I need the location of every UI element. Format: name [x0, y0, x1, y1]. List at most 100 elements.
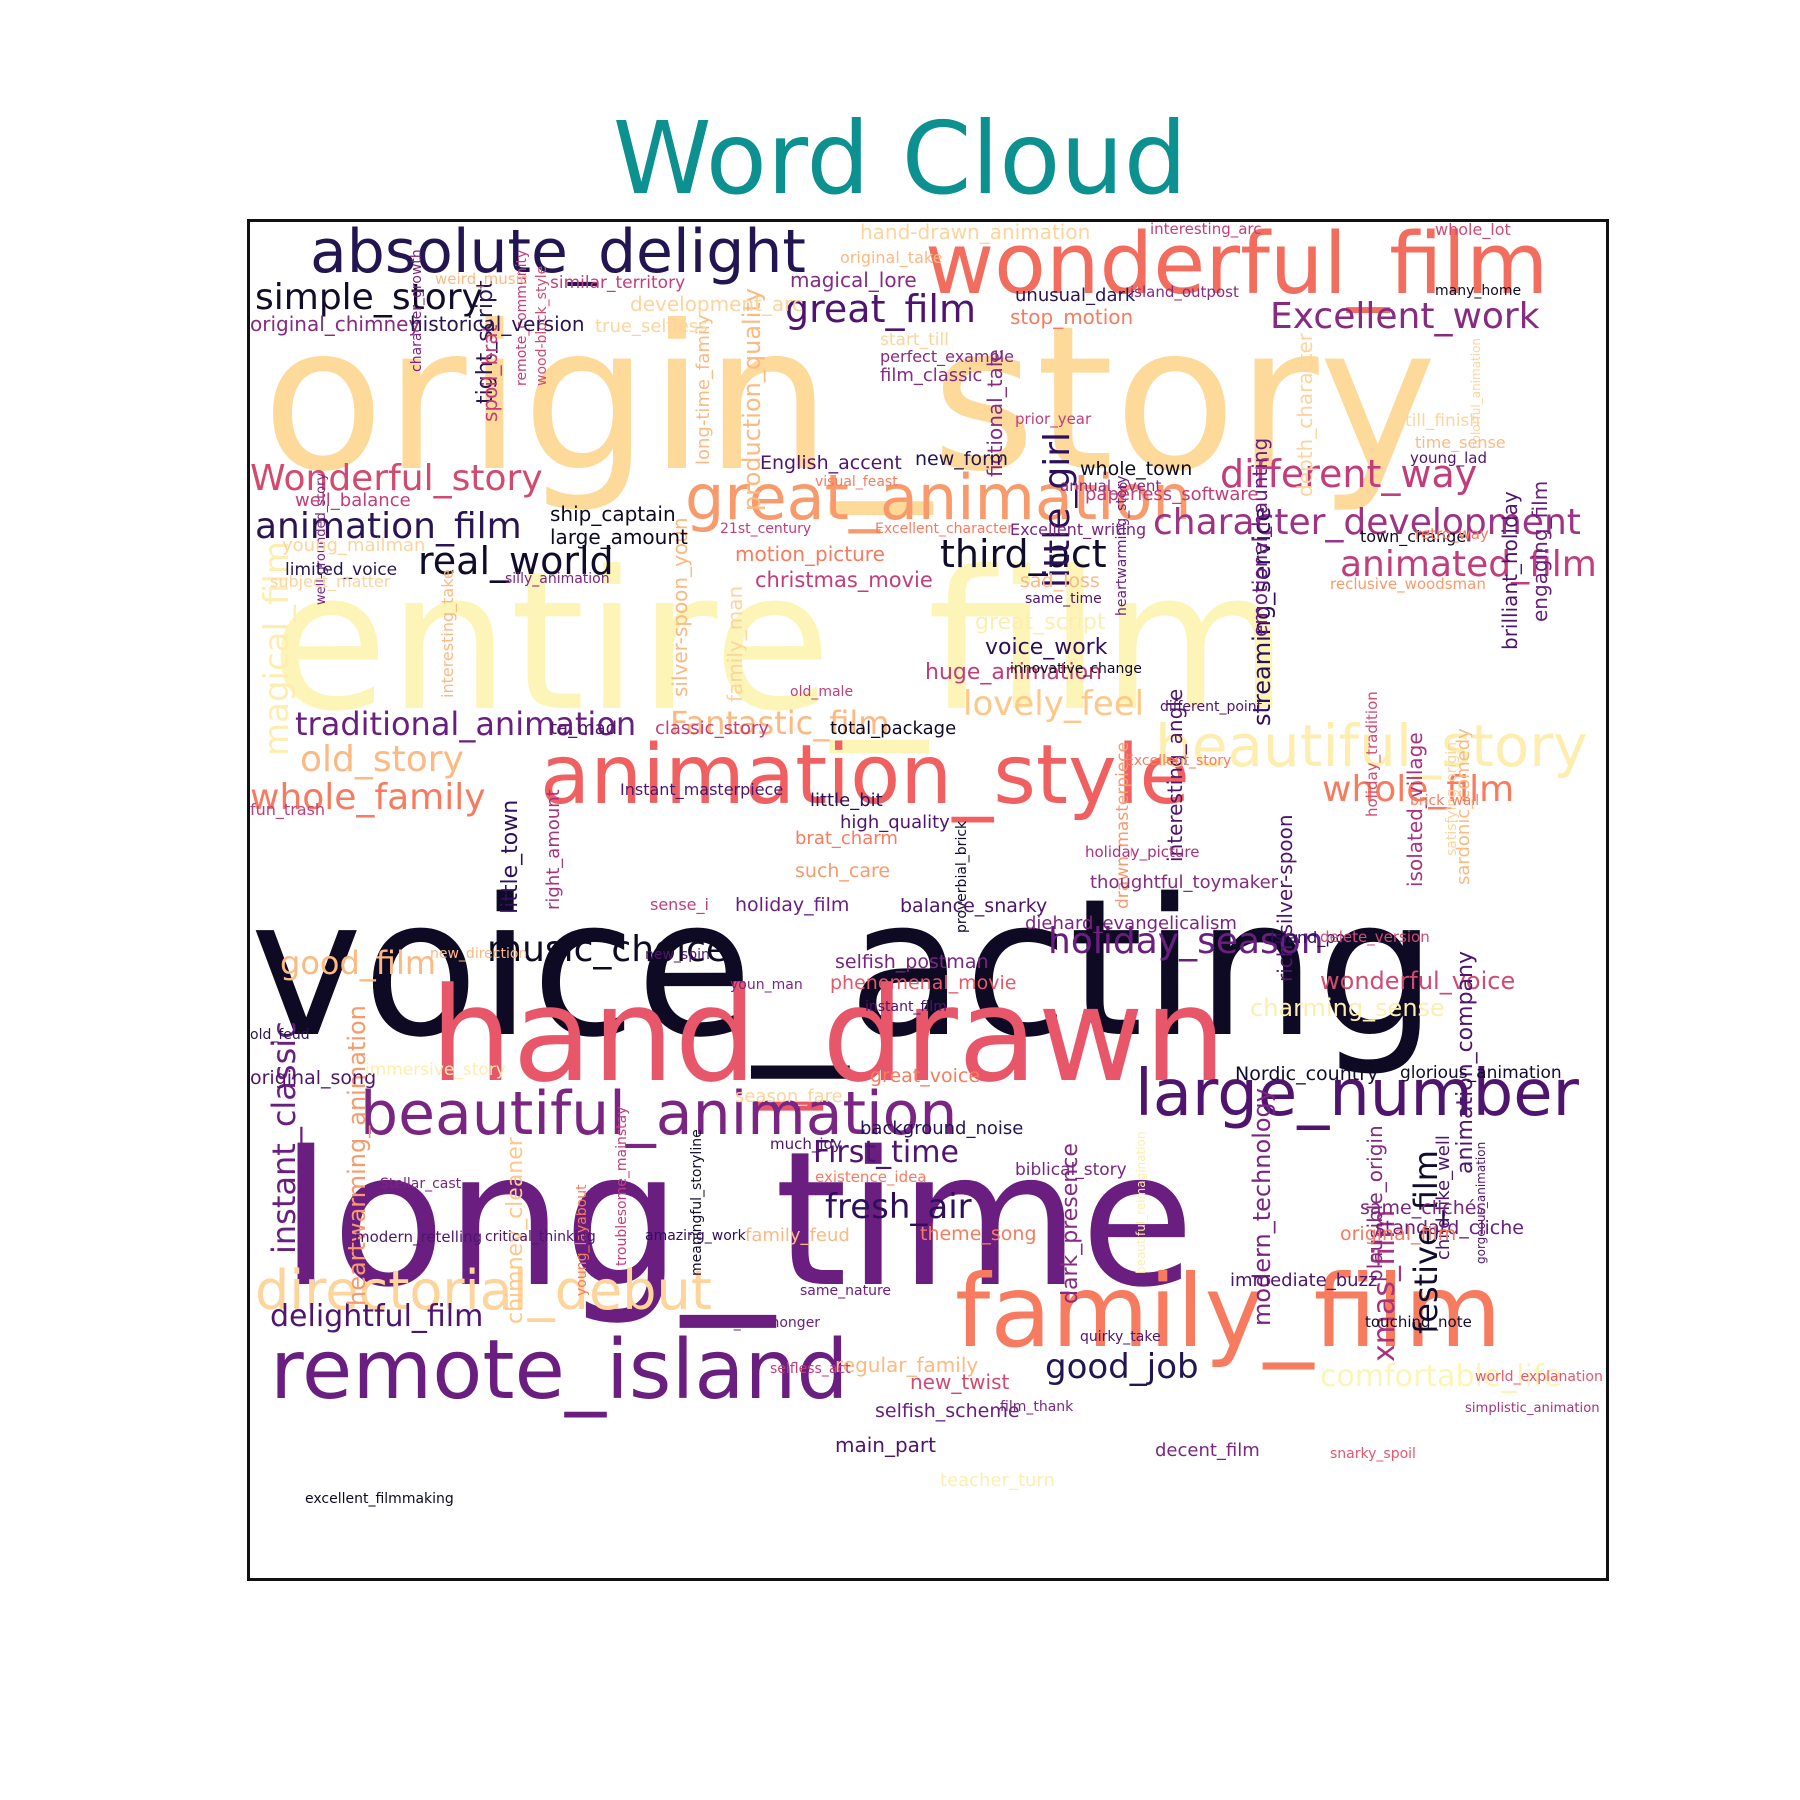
word-3: long_time	[280, 1111, 1195, 1328]
word-96: unusual_dark	[1015, 285, 1136, 306]
word-104: film_classic	[880, 365, 983, 386]
word-178: critical_thinking	[485, 1229, 596, 1245]
word-117: paperless_software	[1085, 484, 1259, 505]
word-121: town_change	[1360, 527, 1467, 546]
word-191: selfish_scheme	[875, 1400, 1020, 1422]
word-151: holiday_film	[735, 894, 850, 916]
word-120: Excellent_writing	[1010, 520, 1147, 539]
word-111: visual_feast	[815, 474, 898, 490]
word-73: holiday_tradition	[1363, 691, 1381, 817]
word-127: motion_picture	[735, 542, 885, 566]
word-68: interesting_take	[438, 569, 457, 698]
word-148: holiday_picture	[1085, 843, 1200, 861]
word-79: beautiful_reimagination	[1134, 1131, 1148, 1275]
word-102: start_till	[880, 330, 949, 350]
word-20: animated_film	[1340, 544, 1597, 585]
word-114: well_balance	[295, 490, 411, 511]
word-32: music_choice	[487, 929, 729, 970]
word-174: biblical_story	[1015, 1160, 1127, 1180]
word-74: troublesome_mainstay	[614, 1106, 630, 1266]
word-147: brat_charm	[795, 828, 898, 849]
word-7: animation_style	[540, 728, 1190, 823]
word-15: simple_story	[255, 277, 483, 318]
word-183: immediate_buzz	[1230, 1270, 1378, 1291]
word-189: selfless_act	[770, 1361, 851, 1377]
word-94: magical_lore	[790, 268, 917, 292]
word-137: different_point	[1160, 699, 1263, 715]
word-156: delete_version	[1320, 928, 1430, 946]
word-197: world_explanation	[1475, 1369, 1603, 1385]
word-6: wonderful_film	[925, 219, 1549, 313]
word-145: brick_wall	[1410, 793, 1480, 809]
word-140: total_package	[830, 718, 957, 739]
word-150: thoughtful_toymaker	[1090, 872, 1279, 893]
word-177: modern_retelling	[355, 1228, 483, 1246]
word-171: much_joy	[770, 1135, 842, 1153]
word-100: historical_version	[410, 312, 585, 336]
word-90: many_home	[1435, 283, 1522, 299]
word-89: whole_lot	[1435, 220, 1511, 239]
word-188: quirky_take	[1080, 1329, 1161, 1345]
word-142: fun_trash	[250, 800, 326, 819]
word-167: Nordic_country	[1235, 1063, 1379, 1085]
word-146: high_quality	[840, 812, 950, 833]
word-124: limited_voice	[285, 560, 398, 580]
word-80: character_growth	[409, 249, 425, 372]
word-179: amazing_work	[645, 1228, 746, 1244]
word-88: interesting_arc	[1150, 220, 1262, 238]
word-187: regular_family	[835, 1353, 979, 1377]
word-154: diehard_evangelicalism	[1025, 913, 1237, 934]
word-129: reclusive_woodsman	[1330, 575, 1486, 593]
word-23: third_act	[940, 532, 1107, 576]
word-116: large_amount	[550, 525, 688, 549]
word-153: balance_snarky	[900, 895, 1048, 917]
word-46: production_quality	[738, 288, 766, 511]
word-199: excellent_filmmaking	[305, 1491, 454, 1507]
word-139: classic_story	[655, 718, 770, 739]
word-175: same_clichés	[1360, 1197, 1487, 1219]
word-133: voice_work	[985, 635, 1108, 660]
word-180: family_feud	[745, 1225, 850, 1246]
word-13: beautiful_story	[1155, 712, 1588, 780]
word-132: great_script	[975, 610, 1106, 635]
word-16: Wonderful_story	[250, 458, 543, 499]
word-67: family_man	[723, 585, 747, 702]
word-160: phenomenal_movie	[830, 972, 1017, 994]
word-110: new_form	[915, 448, 1009, 470]
word-93: similar_territory	[550, 273, 686, 293]
word-134: huge_animation	[925, 660, 1102, 685]
word-162: instant_film	[865, 999, 947, 1015]
word-61: depth_character	[1293, 333, 1317, 497]
word-186: turn_fishmonger	[705, 1315, 821, 1331]
word-118: 21st_century	[720, 521, 812, 537]
word-24: great_film	[785, 287, 976, 331]
word-0: origin_story	[262, 283, 1437, 516]
word-168: glorious_animation	[1400, 1063, 1562, 1083]
word-10: beautiful_animation	[360, 1079, 958, 1149]
word-44: charming_sense	[1250, 994, 1445, 1022]
word-190: new_twist	[910, 1370, 1010, 1394]
word-99: original_chimney	[250, 312, 421, 336]
word-112: whole_town	[1080, 458, 1193, 480]
word-155: island_port	[1270, 928, 1359, 947]
word-130: sad_loss	[1020, 570, 1100, 592]
word-35: instant_classic	[265, 1021, 303, 1254]
word-157: new_direction	[430, 946, 528, 962]
word-97: island_outpost	[1130, 283, 1239, 301]
word-182: original_film	[1340, 1223, 1457, 1245]
word-33: holiday_season	[1048, 921, 1324, 962]
word-173: Stellar_cast	[380, 1176, 462, 1192]
word-26: lovely_feel	[963, 684, 1145, 724]
word-152: sense_i	[650, 895, 709, 914]
word-27: Fantastic_film	[670, 704, 890, 742]
word-31: whole_film	[1322, 769, 1515, 810]
word-cloud-frame: origin_story entire_film voice_acting long_…	[247, 219, 1609, 1581]
word-40: delightful_film	[270, 1299, 484, 1334]
word-75: meaningful_storyline	[689, 1129, 705, 1276]
word-54: engaging_film	[1528, 480, 1552, 622]
word-193: main_part	[835, 1433, 936, 1457]
word-56: emotional_haunting	[1248, 437, 1272, 637]
word-30: whole_family	[250, 777, 486, 818]
word-128: christmas_movie	[755, 568, 933, 592]
word-63: rich_silver-spoon	[1273, 814, 1297, 982]
